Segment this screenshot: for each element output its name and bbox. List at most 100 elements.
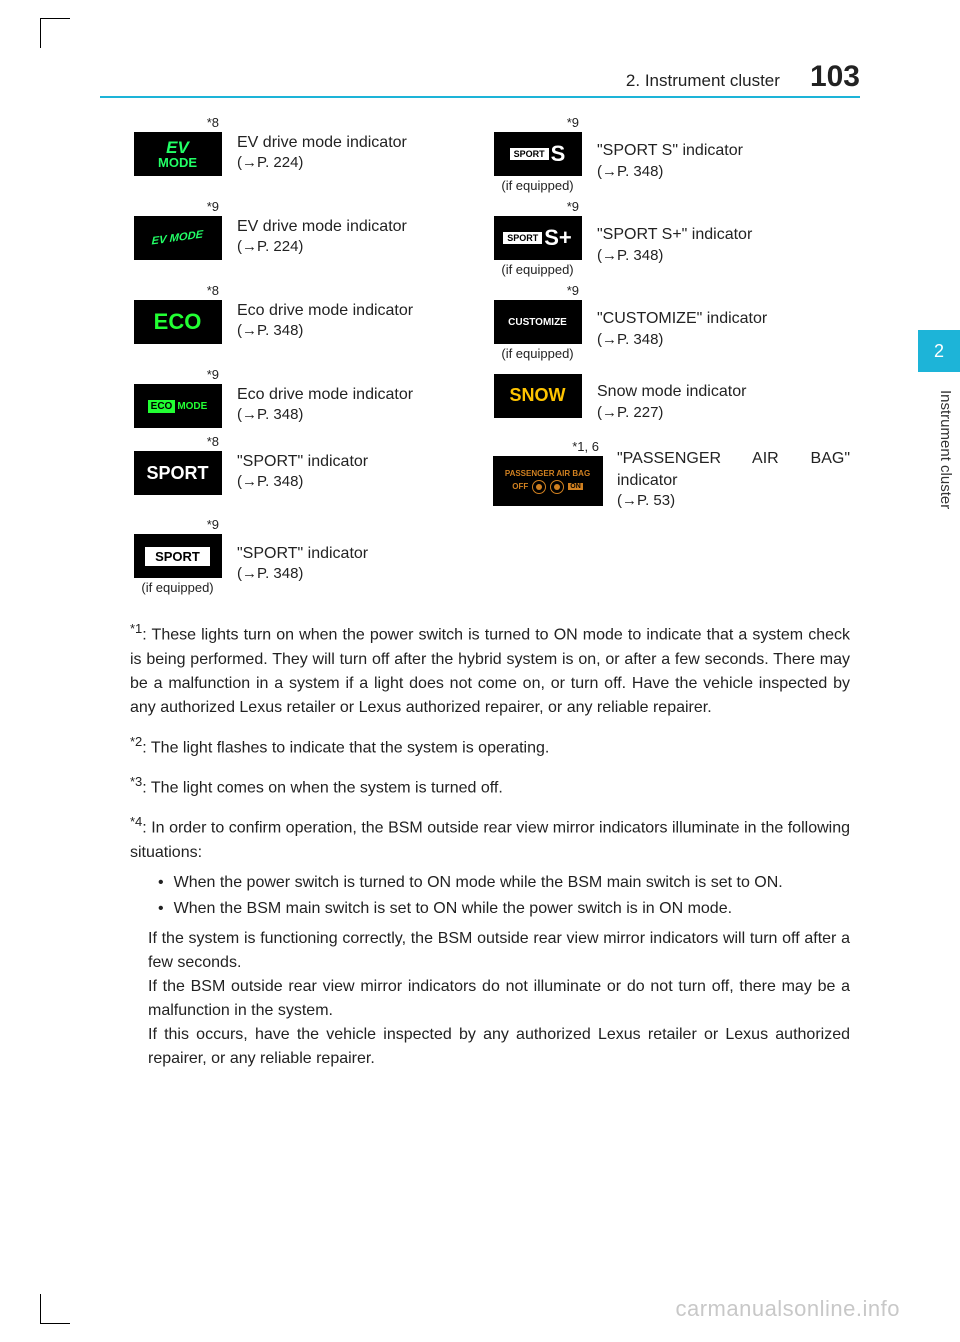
icon-text: SPORT [146, 463, 208, 484]
indicator-icon-col: *9 CUSTOMIZE (if equipped) [490, 283, 585, 361]
footnote-ref: *8 [207, 283, 219, 298]
sport-icon: SPORT [134, 451, 222, 495]
airbag-glyph-icon [532, 480, 546, 494]
footnote-text: : The light flashes to indicate that the… [142, 739, 549, 756]
indicator-cell: *9 CUSTOMIZE (if equipped) "CUSTOMIZE" i… [490, 283, 850, 361]
indicator-icon-col: SNOW [490, 372, 585, 418]
section-label: 2. Instrument cluster [626, 71, 780, 91]
indicator-desc: Eco drive mode indicator (→P. 348) [237, 370, 490, 426]
bullet-dot-icon: • [158, 871, 164, 895]
icon-text: PASSENGER AIR BAG [505, 469, 590, 478]
equipped-label: (if equipped) [141, 580, 213, 595]
indicator-cell: *9 SPORT (if equipped) "SPORT" indicator… [130, 517, 490, 595]
footnote-para: If this occurs, have the vehicle inspect… [148, 1023, 850, 1071]
bullet-list: •When the power switch is turned to ON m… [158, 871, 850, 921]
ev-mode-slant-icon: EV MODE [134, 216, 222, 260]
indicator-icon-col: *9 SPORT S+ (if equipped) [490, 199, 585, 277]
crop-mark [40, 18, 70, 48]
equipped-label: (if equipped) [501, 346, 573, 361]
indicator-cell: *8 ECO Eco drive mode indicator (→P. 348… [130, 283, 490, 344]
indicator-cell: *9 SPORT S (if equipped) "SPORT S" indic… [490, 115, 850, 193]
icon-text: SNOW [510, 385, 566, 406]
indicator-icon-col: *8 ECO [130, 283, 225, 344]
bullet-item: •When the power switch is turned to ON m… [158, 871, 850, 895]
indicator-desc: Snow mode indicator (→P. 227) [597, 367, 850, 423]
footnote-4: *4: In order to confirm operation, the B… [130, 812, 850, 1070]
icon-text: EV MODE [158, 139, 197, 169]
indicator-row: *9 ECO MODE Eco drive mode indicator (→P… [130, 367, 850, 428]
indicator-cell: *1, 6 PASSENGER AIR BAG OFF ON "PASSENGE… [490, 434, 850, 511]
indicator-desc: "SPORT S+" indicator (→P. 348) [597, 210, 850, 266]
indicator-icon-col: *1, 6 PASSENGER AIR BAG OFF ON [490, 439, 605, 506]
indicator-cell: *8 EV MODE EV drive mode indicator (→P. … [130, 115, 490, 176]
footnote-para: If the BSM outside rear view mirror indi… [148, 975, 850, 1023]
sport-s-icon: SPORT S [494, 132, 582, 176]
indicator-icon-col: *9 SPORT (if equipped) [130, 517, 225, 595]
footnote-3: *3: The light comes on when the system i… [130, 772, 850, 800]
crop-mark [40, 1294, 70, 1324]
customize-icon: CUSTOMIZE [494, 300, 582, 344]
indicator-desc: "SPORT" indicator (→P. 348) [237, 529, 490, 585]
indicator-icon-col: *8 SPORT [130, 434, 225, 495]
indicator-row: *9 EV MODE EV drive mode indicator (→P. … [130, 199, 850, 277]
equipped-label: (if equipped) [501, 178, 573, 193]
icon-text: SPORT [145, 547, 210, 566]
footnote-2: *2: The light flashes to indicate that t… [130, 732, 850, 760]
indicator-desc: EV drive mode indicator (→P. 224) [237, 118, 490, 174]
page-header: 2. Instrument cluster 103 [626, 60, 860, 94]
icon-text: SPORT S [510, 141, 566, 167]
footnote-para: If the system is functioning correctly, … [148, 927, 850, 975]
footnote-ref: *1, 6 [572, 439, 599, 454]
indicator-desc: "PASSENGER AIR BAG" indicator (→P. 53) [617, 434, 850, 511]
footnotes: *1: These lights turn on when the power … [130, 619, 850, 1070]
page-content: *8 EV MODE EV drive mode indicator (→P. … [130, 115, 850, 1083]
footnote-text: : These lights turn on when the power sw… [130, 627, 850, 716]
indicator-cell: SNOW Snow mode indicator (→P. 227) [490, 367, 850, 423]
footnote-ref: *9 [567, 283, 579, 298]
footnote-marker: *2 [130, 734, 142, 749]
footnote-marker: *1 [130, 621, 142, 636]
indicator-desc: EV drive mode indicator (→P. 224) [237, 202, 490, 258]
header-rule [100, 96, 860, 98]
watermark: carmanualsonline.info [675, 1296, 900, 1322]
snow-icon: SNOW [494, 374, 582, 418]
chapter-label: Instrument cluster [937, 390, 954, 509]
indicator-icon-col: *9 SPORT S (if equipped) [490, 115, 585, 193]
indicator-desc: "SPORT" indicator (→P. 348) [237, 437, 490, 493]
passenger-airbag-icon: PASSENGER AIR BAG OFF ON [493, 456, 603, 506]
indicator-row: *8 ECO Eco drive mode indicator (→P. 348… [130, 283, 850, 361]
indicator-desc: "SPORT S" indicator (→P. 348) [597, 126, 850, 182]
indicator-icon-col: *9 ECO MODE [130, 367, 225, 428]
ev-mode-icon: EV MODE [134, 132, 222, 176]
indicator-cell: *9 SPORT S+ (if equipped) "SPORT S+" ind… [490, 199, 850, 277]
icon-text: ECO MODE [148, 400, 208, 413]
footnote-ref: *9 [207, 199, 219, 214]
indicator-row: *8 SPORT "SPORT" indicator (→P. 348) *1,… [130, 434, 850, 511]
eco-icon: ECO [134, 300, 222, 344]
footnote-ref: *8 [207, 434, 219, 449]
chapter-tab: 2 [918, 330, 960, 372]
equipped-label: (if equipped) [501, 262, 573, 277]
page-number: 103 [810, 60, 860, 94]
indicator-desc: Eco drive mode indicator (→P. 348) [237, 286, 490, 342]
bullet-dot-icon: • [158, 897, 164, 921]
chapter-number: 2 [934, 341, 944, 362]
indicator-grid: *8 EV MODE EV drive mode indicator (→P. … [130, 115, 850, 595]
indicator-cell: *9 EV MODE EV drive mode indicator (→P. … [130, 199, 490, 260]
indicator-icon-col: *9 EV MODE [130, 199, 225, 260]
icon-text: SPORT S+ [503, 225, 572, 251]
footnote-marker: *4 [130, 814, 142, 829]
footnote-ref: *9 [207, 367, 219, 382]
icon-text: EV MODE [152, 229, 204, 248]
footnote-ref: *8 [207, 115, 219, 130]
airbag-status-row: OFF ON [512, 480, 583, 494]
indicator-row: *8 EV MODE EV drive mode indicator (→P. … [130, 115, 850, 193]
icon-text: ECO [154, 309, 202, 335]
icon-text: CUSTOMIZE [508, 317, 567, 328]
indicator-cell: *9 ECO MODE Eco drive mode indicator (→P… [130, 367, 490, 428]
footnote-ref: *9 [207, 517, 219, 532]
sport-s-plus-icon: SPORT S+ [494, 216, 582, 260]
eco-mode-icon: ECO MODE [134, 384, 222, 428]
footnote-marker: *3 [130, 774, 142, 789]
airbag-glyph-icon [550, 480, 564, 494]
